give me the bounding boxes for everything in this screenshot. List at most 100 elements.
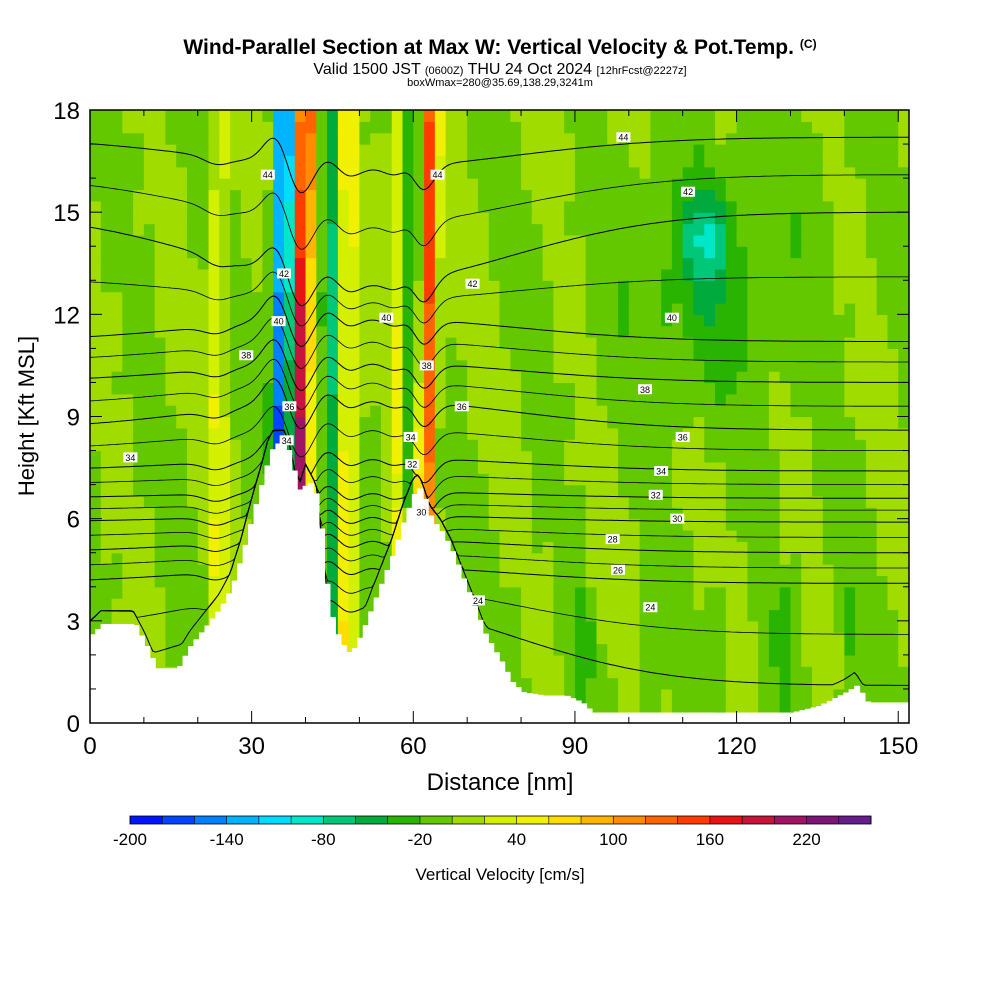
w-grid-cell	[564, 427, 576, 440]
w-grid-cell	[758, 688, 770, 701]
w-grid-cell	[704, 359, 716, 372]
w-grid-cell	[90, 212, 102, 225]
w-grid-cell	[833, 371, 845, 384]
w-grid-cell	[531, 223, 544, 236]
w-grid-cell	[219, 121, 231, 134]
w-grid-cell	[779, 393, 792, 406]
w-grid-cell	[887, 268, 899, 281]
w-grid-cell	[801, 359, 813, 372]
w-grid-cell	[898, 166, 909, 179]
w-grid-cell	[348, 541, 361, 554]
w-grid-cell	[661, 450, 673, 463]
w-grid-cell	[790, 427, 802, 440]
w-grid-cell	[510, 314, 522, 327]
w-grid-cell	[736, 586, 748, 599]
w-grid-cell	[618, 189, 630, 202]
w-grid-cell	[488, 110, 501, 122]
w-grid-cell	[768, 337, 781, 349]
w-grid-cell	[456, 234, 468, 247]
w-grid-cell	[445, 461, 457, 474]
w-grid-cell	[348, 166, 361, 179]
w-grid-cell	[585, 337, 598, 349]
w-grid-cell	[176, 552, 188, 565]
w-grid-cell	[844, 200, 856, 213]
svg-text:44: 44	[618, 133, 628, 143]
w-grid-cell	[208, 325, 220, 338]
w-grid-cell	[758, 325, 770, 338]
w-grid-cell	[639, 473, 651, 486]
w-grid-cell	[100, 348, 113, 361]
w-grid-cell	[790, 371, 802, 384]
w-grid-cell	[521, 234, 533, 247]
w-grid-cell	[251, 212, 264, 225]
w-grid-cell	[240, 371, 253, 384]
terrain-mask	[90, 443, 909, 723]
w-grid-cell	[273, 427, 285, 440]
colorbar-swatch	[613, 816, 646, 824]
w-grid-cell	[208, 575, 220, 588]
w-grid-cell	[801, 495, 813, 508]
w-grid-cell	[564, 189, 576, 202]
w-grid-cell	[564, 416, 576, 429]
w-grid-cell	[596, 677, 608, 690]
w-grid-cell	[844, 405, 856, 418]
w-grid-cell	[262, 450, 274, 463]
w-grid-cell	[531, 495, 544, 508]
w-grid-cell	[768, 666, 781, 679]
y-axis-label: Height [Kft MSL]	[14, 336, 39, 496]
w-grid-cell	[564, 200, 576, 213]
w-grid-cell	[628, 200, 641, 213]
w-grid-cell	[262, 427, 274, 440]
w-grid-cell	[176, 427, 188, 440]
w-grid-cell	[186, 473, 199, 486]
w-grid-cell	[725, 234, 738, 247]
w-grid-cell	[90, 223, 102, 236]
w-grid-cell	[122, 268, 134, 281]
w-grid-cell	[844, 609, 856, 622]
w-grid-cell	[801, 144, 813, 157]
w-grid-cell	[154, 382, 167, 395]
w-grid-cell	[844, 654, 856, 667]
w-grid-cell	[197, 620, 210, 633]
w-grid-cell	[736, 632, 748, 645]
w-grid-cell	[219, 291, 231, 304]
w-grid-cell	[661, 598, 673, 611]
w-grid-cell	[370, 234, 382, 247]
w-grid-cell	[90, 246, 102, 259]
w-grid-cell	[230, 314, 242, 327]
w-grid-cell	[628, 302, 641, 315]
w-grid-cell	[564, 337, 576, 349]
w-grid-cell	[283, 132, 296, 145]
w-grid-cell	[327, 518, 339, 531]
w-grid-cell	[111, 461, 123, 474]
w-grid-cell	[736, 530, 748, 542]
w-grid-cell	[747, 507, 759, 520]
w-grid-cell	[682, 586, 695, 599]
w-grid-cell	[370, 268, 382, 281]
w-grid-cell	[165, 405, 177, 418]
w-grid-cell	[628, 359, 641, 372]
w-grid-cell	[812, 405, 824, 418]
w-grid-cell	[812, 268, 824, 281]
w-grid-cell	[758, 121, 770, 134]
w-grid-cell	[165, 609, 177, 622]
w-grid-cell	[176, 541, 188, 554]
w-grid-cell	[887, 677, 899, 690]
w-grid-cell	[176, 654, 188, 667]
w-grid-cell	[154, 507, 167, 520]
w-grid-cell	[434, 155, 447, 168]
w-grid-cell	[607, 484, 619, 497]
w-grid-cell	[294, 223, 307, 236]
w-grid-cell	[618, 620, 630, 633]
w-grid-cell	[337, 280, 350, 293]
w-grid-cell	[456, 268, 468, 281]
w-grid-cell	[467, 518, 479, 531]
w-grid-cell	[736, 484, 748, 497]
w-grid-cell	[833, 552, 845, 565]
w-grid-cell	[618, 337, 630, 349]
w-grid-cell	[865, 314, 878, 327]
w-grid-cell	[262, 291, 274, 304]
w-grid-cell	[564, 688, 576, 701]
w-grid-cell	[230, 166, 242, 179]
w-grid-cell	[176, 257, 188, 270]
